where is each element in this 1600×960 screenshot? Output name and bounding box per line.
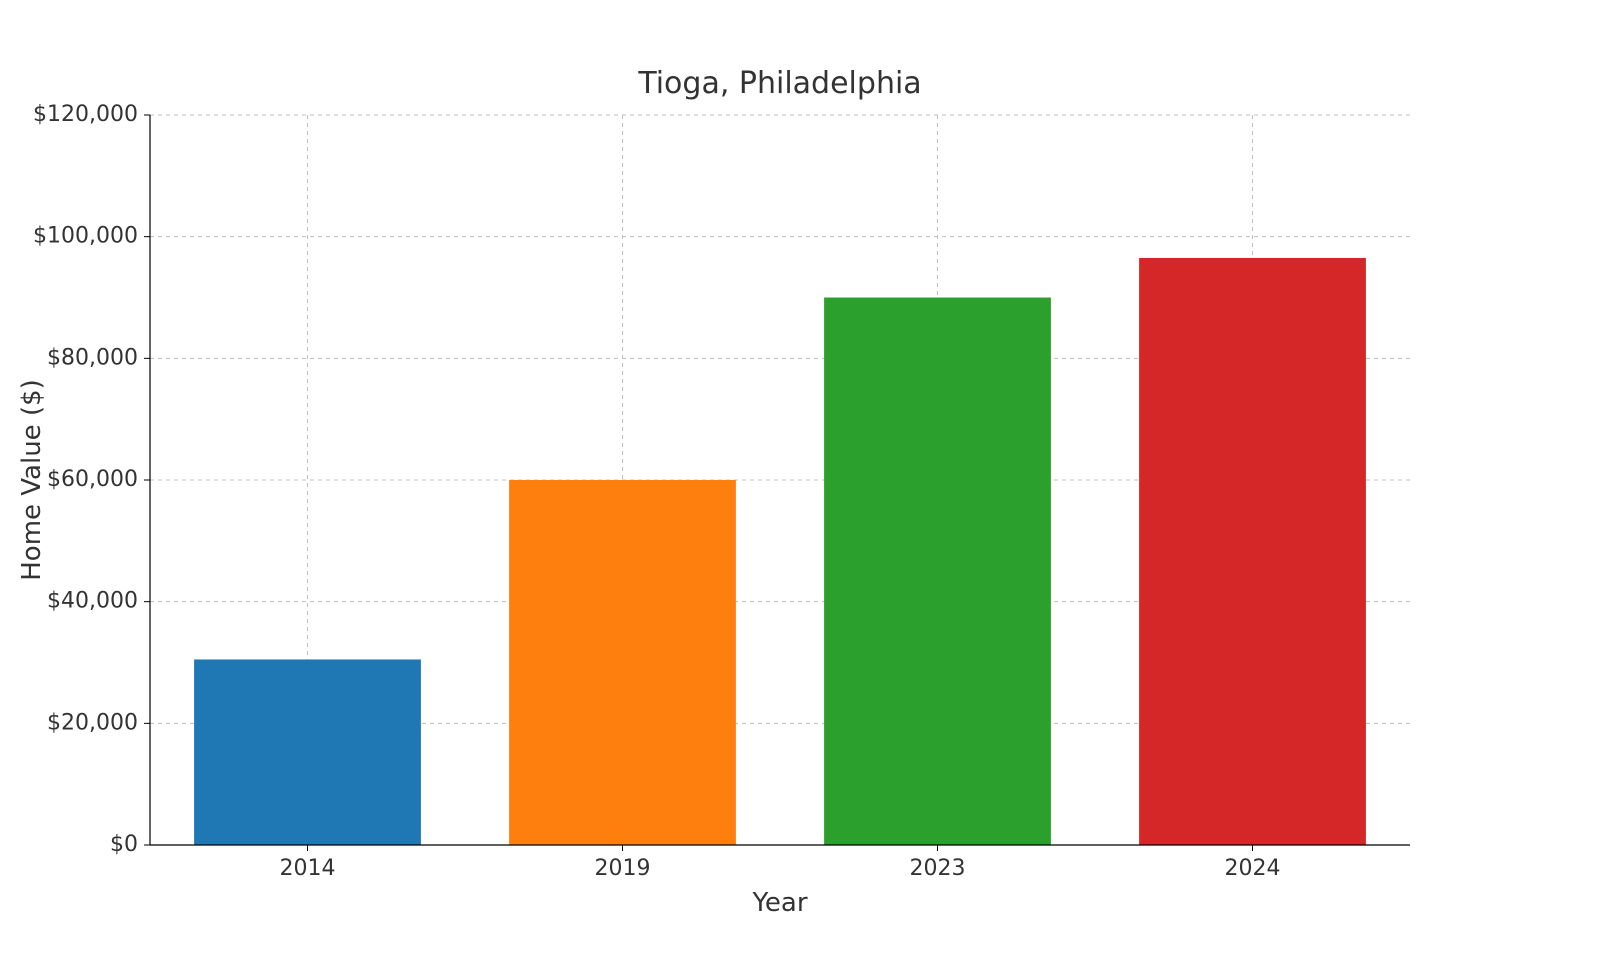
- x-tick-label: 2023: [910, 856, 966, 881]
- chart-title: Tioga, Philadelphia: [637, 66, 921, 101]
- y-tick-label: $100,000: [33, 224, 138, 249]
- y-tick-label: $0: [110, 832, 138, 857]
- bar-chart: $0 $20,000 $40,000 $60,000 $80,000 $100,000 $1…: [0, 0, 1600, 960]
- bar: [509, 480, 736, 845]
- x-tick-label: 2014: [280, 856, 336, 881]
- y-tick-label: $120,000: [33, 102, 138, 127]
- x-tick-label: 2019: [595, 856, 651, 881]
- y-tick-label: $40,000: [47, 589, 138, 614]
- x-axis-label: Year: [751, 888, 807, 918]
- chart-container: $0 $20,000 $40,000 $60,000 $80,000 $100,000 $1…: [0, 0, 1600, 960]
- y-tick-label: $80,000: [47, 345, 138, 370]
- x-tick-label: 2024: [1225, 856, 1281, 881]
- y-tick-label: $60,000: [47, 467, 138, 492]
- bar: [194, 659, 421, 845]
- y-tick-label: $20,000: [47, 710, 138, 735]
- bar: [824, 298, 1051, 846]
- y-axis-label: Home Value ($): [17, 379, 47, 581]
- bar: [1139, 258, 1366, 845]
